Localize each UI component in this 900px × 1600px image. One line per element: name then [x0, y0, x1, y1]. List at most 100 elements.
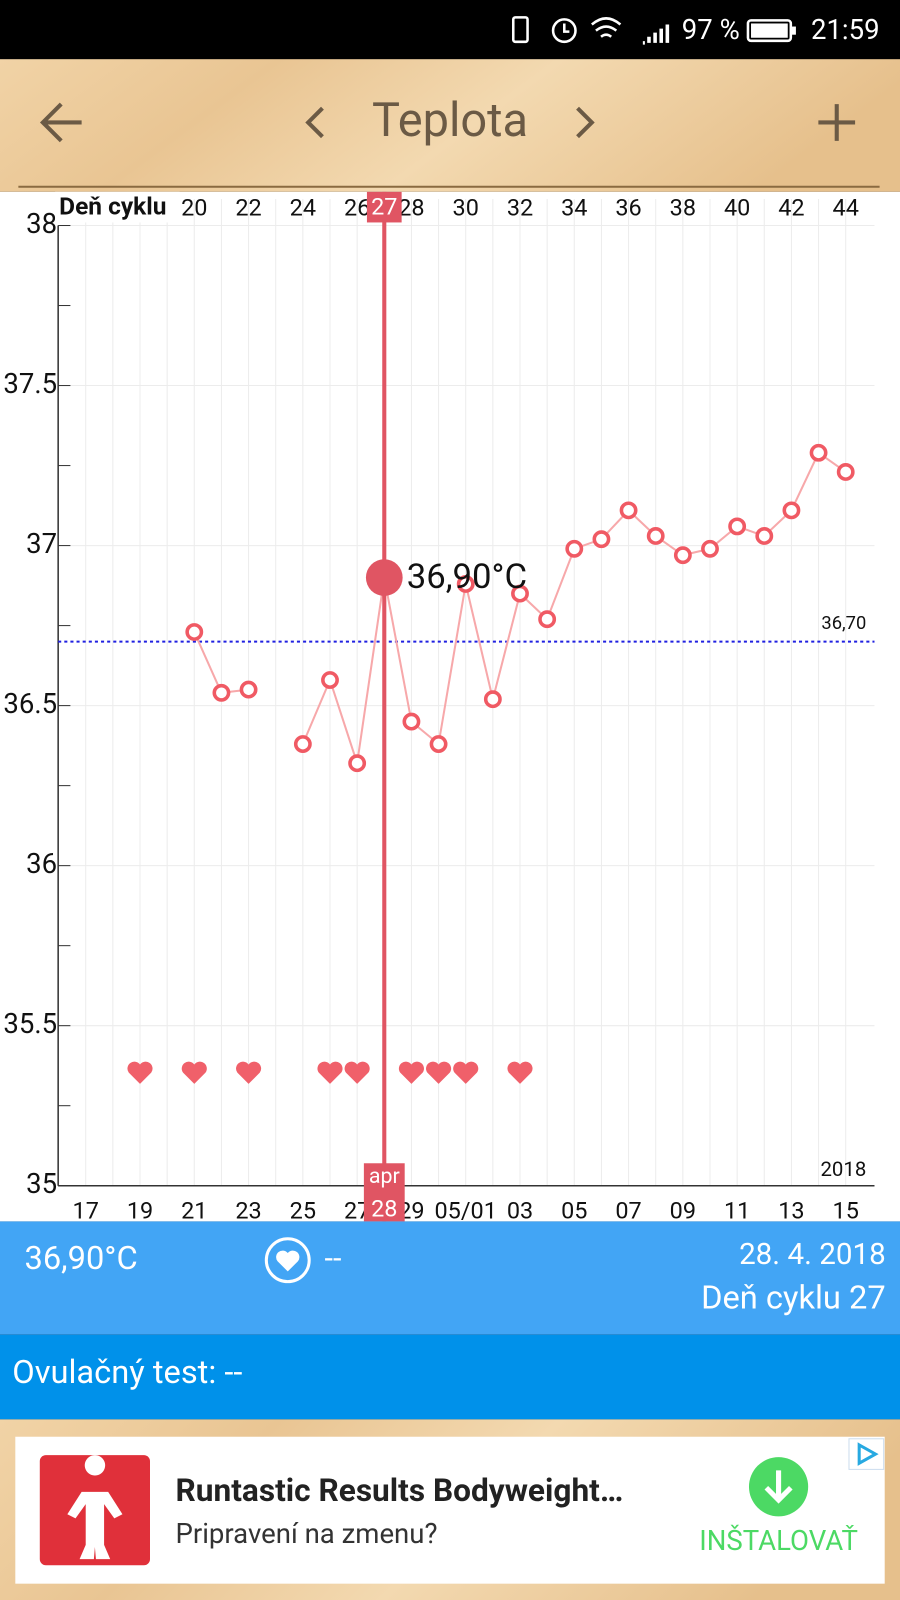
selected-point: [365, 559, 403, 596]
temperature-point: [293, 735, 312, 753]
intercourse-marker: [127, 1061, 153, 1084]
x-title-background: [55, 191, 180, 223]
temperature-point: [212, 683, 231, 702]
status-icons: [511, 16, 796, 45]
cycle-day-label: 20: [181, 193, 207, 221]
intercourse-icon: [264, 1237, 311, 1284]
temperature-point: [836, 463, 855, 481]
temperature-point: [673, 546, 692, 565]
temperature-point: [565, 539, 584, 558]
intercourse-marker: [453, 1061, 479, 1084]
intercourse-marker: [507, 1061, 533, 1084]
screen-title: Teplota: [372, 93, 528, 148]
add-button[interactable]: [818, 104, 856, 141]
temperature-point: [646, 527, 665, 545]
back-button[interactable]: [39, 102, 82, 143]
reference-label: 36,70: [821, 613, 866, 634]
intercourse-marker: [317, 1061, 343, 1084]
temperature-point: [538, 610, 557, 629]
x-tick-label: 15: [833, 1196, 859, 1224]
cycle-day-label: 42: [778, 193, 804, 221]
temperature-point: [782, 501, 801, 520]
ad-choices-icon: [857, 1442, 879, 1466]
cycle-day-label: 22: [235, 193, 261, 221]
app-bar: [0, 59, 900, 192]
y-tick-label: 37.5: [3, 367, 57, 400]
previous-button[interactable]: [305, 106, 324, 139]
summary-cycle-day: Deň cyklu 27: [701, 1279, 886, 1317]
temperature-point: [755, 527, 774, 545]
x-tick-label: 03: [507, 1196, 533, 1224]
y-tick-label: 37: [26, 527, 57, 560]
cycle-day-label: 38: [670, 193, 696, 221]
battery: 97 %: [682, 13, 740, 46]
temperature-point: [321, 671, 339, 689]
status-bar: [0, 0, 900, 60]
intercourse-marker: [181, 1061, 207, 1084]
y-tick-label: 35: [26, 1167, 57, 1200]
y-tick-label: 38: [26, 207, 57, 240]
chart-area: [0, 191, 900, 1222]
summary-date: 28. 4. 2018: [739, 1238, 886, 1272]
year-label: 2018: [820, 1157, 866, 1181]
cycle-day-label: 30: [453, 193, 479, 221]
cycle-day-label: 24: [290, 193, 316, 221]
x-tick-label: 19: [127, 1196, 153, 1224]
intercourse-heart: [276, 1250, 300, 1272]
cycle-day-label: 28: [398, 193, 424, 221]
y-tick-label: 36: [26, 847, 57, 880]
ad-card[interactable]: [15, 1436, 885, 1584]
summary-intercourse: --: [324, 1241, 341, 1276]
ad-title[interactable]: Runtastic Results Bodyweight…: [176, 1472, 624, 1509]
ad-app-figure: [67, 1455, 123, 1560]
ad-subtitle: Pripravení na zmenu?: [176, 1517, 438, 1550]
x-axis-title: Deň cyklu: [59, 192, 166, 221]
x-tick-label: 23: [235, 1196, 261, 1224]
summary-panel: [0, 1221, 900, 1335]
temperature-point: [809, 443, 828, 462]
intercourse-marker: [236, 1061, 262, 1084]
ovulation-panel: [0, 1334, 900, 1420]
x-tick-label: 09: [670, 1196, 696, 1224]
temperature-point: [701, 539, 719, 558]
x-tick-label: 07: [615, 1196, 641, 1224]
summary-temperature: 36,90°C: [24, 1239, 137, 1277]
temperature-point: [429, 735, 448, 753]
selection-day: 28: [371, 1194, 397, 1222]
temperature-point: [483, 690, 502, 709]
next-button[interactable]: [576, 106, 595, 139]
x-tick-label: 05: [561, 1196, 587, 1224]
temperature-point: [185, 623, 204, 641]
selection-cycle-box: [366, 191, 402, 223]
temperature-point: [239, 680, 258, 699]
intercourse-marker: [398, 1061, 424, 1084]
temperature-point: [511, 584, 529, 603]
intercourse-marker: [426, 1061, 452, 1084]
cycle-day-label: 26: [344, 193, 370, 221]
x-tick-label: 21: [181, 1196, 207, 1224]
x-tick-label: 17: [73, 1196, 99, 1224]
install-arrow: [764, 1470, 793, 1504]
temperature-point: [456, 575, 475, 593]
cycle-day-label: 36: [615, 193, 641, 221]
temperature-point: [728, 517, 747, 536]
x-tick-label: 11: [724, 1196, 750, 1224]
selection-date-box: [363, 1163, 405, 1222]
clock: 21:59: [811, 13, 880, 46]
temperature-point: [348, 754, 367, 773]
ovulation-test: Ovulačný test: --: [12, 1353, 242, 1391]
temperature-point: [592, 530, 611, 549]
selection-cycle-day: 27: [371, 192, 397, 220]
cycle-day-label: 40: [724, 193, 750, 221]
intercourse-marker: [344, 1061, 370, 1084]
selected-value-label: 36,90°C: [407, 557, 527, 597]
install-button[interactable]: INŠTALOVAŤ: [699, 1524, 858, 1557]
cycle-day-label: 34: [561, 193, 587, 221]
y-tick-label: 36.5: [3, 687, 57, 720]
temperature-point: [619, 501, 638, 520]
cycle-day-label: 32: [507, 193, 533, 221]
x-tick-label: 13: [778, 1196, 804, 1224]
x-tick-label: 25: [290, 1196, 316, 1224]
